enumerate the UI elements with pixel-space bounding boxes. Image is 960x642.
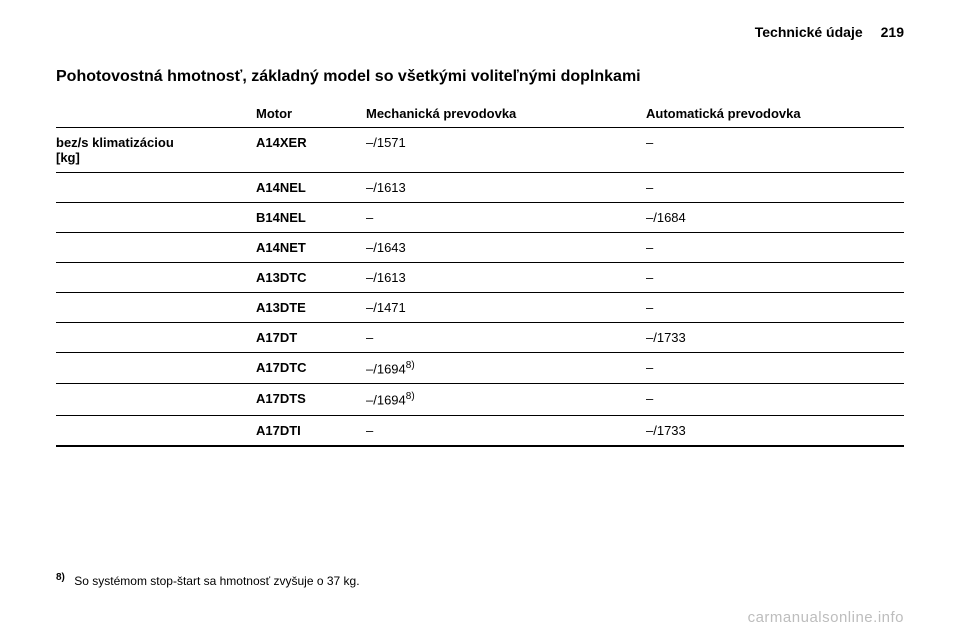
auto-cell: –/1733 [646,323,904,353]
footnote-ref: 8) [406,391,415,402]
table-row: B14NEL––/1684 [56,203,904,233]
auto-cell: – [646,353,904,384]
col-header-auto: Automatická prevodovka [646,100,904,128]
table-row: A13DTE–/1471– [56,293,904,323]
row-label-cell [56,173,256,203]
watermark: carmanualsonline.info [748,609,904,626]
motor-cell: A14XER [256,128,366,173]
row-label-line1: bez/s klimatizáciou [56,135,174,150]
table-row: A17DTS–/16948)– [56,384,904,415]
table-row: bez/s klimatizáciou[kg]A14XER–/1571– [56,128,904,173]
section-title: Pohotovostná hmotnosť, základný model so… [56,68,904,86]
table-row: A17DT––/1733 [56,323,904,353]
table-row: A17DTC–/16948)– [56,353,904,384]
row-label-cell [56,353,256,384]
row-label-cell [56,233,256,263]
mech-cell: –/1471 [366,293,646,323]
motor-cell: B14NEL [256,203,366,233]
mech-cell: –/16948) [366,384,646,415]
mech-cell: –/1613 [366,173,646,203]
page-header: Technické údaje 219 [56,24,904,40]
row-label-cell [56,323,256,353]
table-row: A14NEL–/1613– [56,173,904,203]
row-label-cell [56,203,256,233]
footnote-text: So systémom stop-štart sa hmotnosť zvyšu… [74,574,359,588]
mech-cell: – [366,323,646,353]
motor-cell: A13DTE [256,293,366,323]
mech-cell: –/16948) [366,353,646,384]
auto-cell: – [646,384,904,415]
mech-cell: – [366,203,646,233]
mech-cell: –/1571 [366,128,646,173]
footnote-ref: 8) [406,360,415,371]
motor-cell: A13DTC [256,263,366,293]
mech-cell: –/1643 [366,233,646,263]
table-row: A14NET–/1643– [56,233,904,263]
footnote-marker: 8) [56,572,65,583]
header-page-number: 219 [881,24,904,40]
col-header-label [56,100,256,128]
row-label-cell [56,384,256,415]
row-label-line2: [kg] [56,150,80,165]
row-label-cell [56,263,256,293]
motor-cell: A17DT [256,323,366,353]
motor-cell: A17DTI [256,415,366,446]
col-header-mech: Mechanická prevodovka [366,100,646,128]
auto-cell: – [646,173,904,203]
auto-cell: – [646,233,904,263]
table-row: A17DTI––/1733 [56,415,904,446]
row-label-cell [56,293,256,323]
col-header-motor: Motor [256,100,366,128]
header-title: Technické údaje [755,24,863,40]
auto-cell: – [646,293,904,323]
mech-cell: –/1613 [366,263,646,293]
auto-cell: – [646,263,904,293]
motor-cell: A14NET [256,233,366,263]
motor-cell: A17DTS [256,384,366,415]
motor-cell: A17DTC [256,353,366,384]
weights-table: Motor Mechanická prevodovka Automatická … [56,100,904,447]
footnote: 8) So systémom stop-štart sa hmotnosť zv… [56,572,360,588]
auto-cell: –/1733 [646,415,904,446]
mech-cell: – [366,415,646,446]
motor-cell: A14NEL [256,173,366,203]
auto-cell: – [646,128,904,173]
table-row: A13DTC–/1613– [56,263,904,293]
row-label-cell: bez/s klimatizáciou[kg] [56,128,256,173]
auto-cell: –/1684 [646,203,904,233]
row-label-cell [56,415,256,446]
